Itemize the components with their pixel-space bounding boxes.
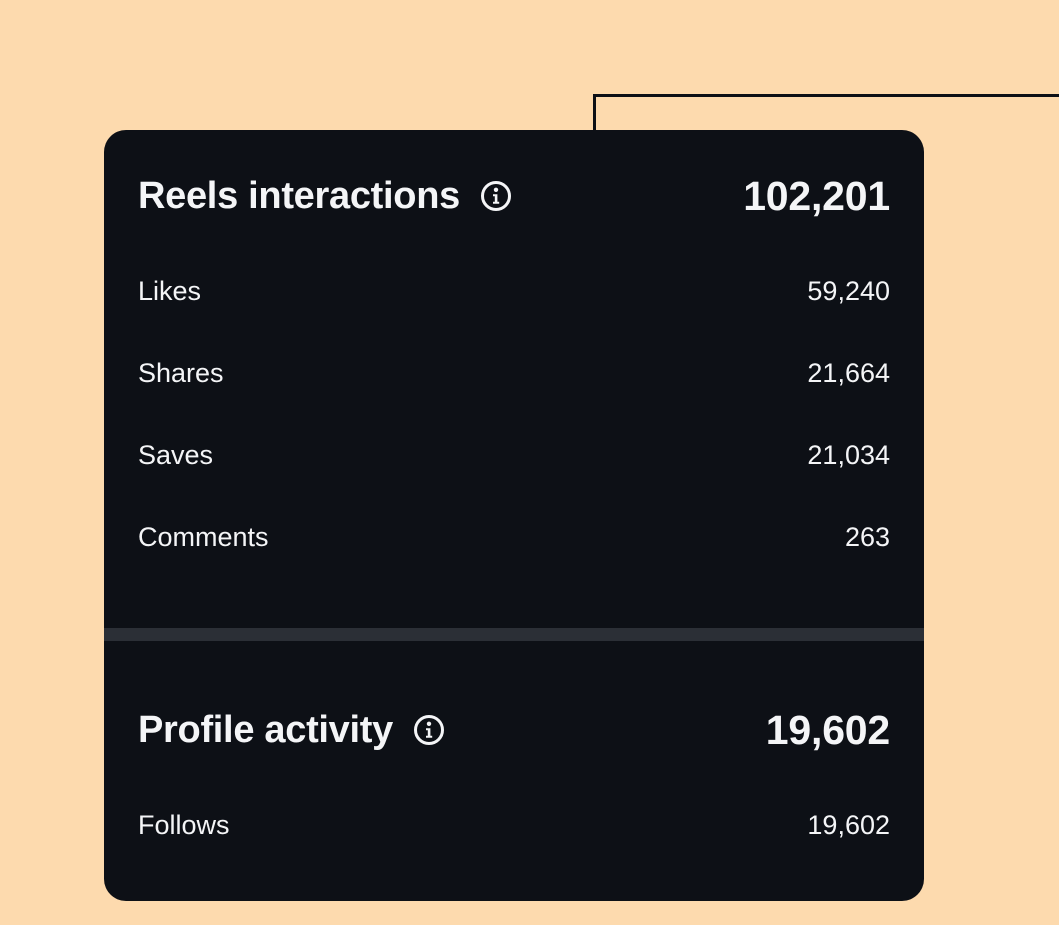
metric-label: Comments (138, 521, 269, 552)
metric-value: 59,240 (807, 275, 890, 306)
metric-row-shares: Shares 21,664 (138, 353, 890, 393)
connector-line-vertical (593, 94, 596, 134)
connector-line-horizontal (593, 94, 1059, 97)
metric-value: 19,602 (807, 809, 890, 840)
profile-activity-header: Profile activity 19,602 (138, 702, 890, 758)
metric-label: Saves (138, 439, 214, 470)
metric-label: Likes (138, 275, 202, 306)
reels-interactions-total: 102,201 (743, 172, 890, 219)
metric-value: 263 (844, 521, 890, 552)
metric-label: Follows (138, 809, 230, 840)
metric-label: Shares (138, 357, 224, 388)
insights-card: Reels interactions 102,201 Likes 59,240 … (104, 130, 924, 901)
metric-row-follows: Follows 19,602 (138, 805, 890, 845)
metric-value: 21,034 (807, 439, 890, 470)
profile-activity-title: Profile activity (138, 708, 393, 751)
metric-row-saves: Saves 21,034 (138, 435, 890, 475)
metric-row-likes: Likes 59,240 (138, 271, 890, 311)
profile-activity-total: 19,602 (765, 706, 890, 753)
metric-row-comments: Comments 263 (138, 517, 890, 557)
info-icon[interactable] (480, 180, 512, 212)
info-icon[interactable] (413, 714, 445, 746)
section-divider (104, 628, 924, 641)
reels-interactions-header: Reels interactions 102,201 (138, 168, 890, 224)
reels-interactions-title: Reels interactions (138, 174, 460, 217)
metric-value: 21,664 (807, 357, 890, 388)
